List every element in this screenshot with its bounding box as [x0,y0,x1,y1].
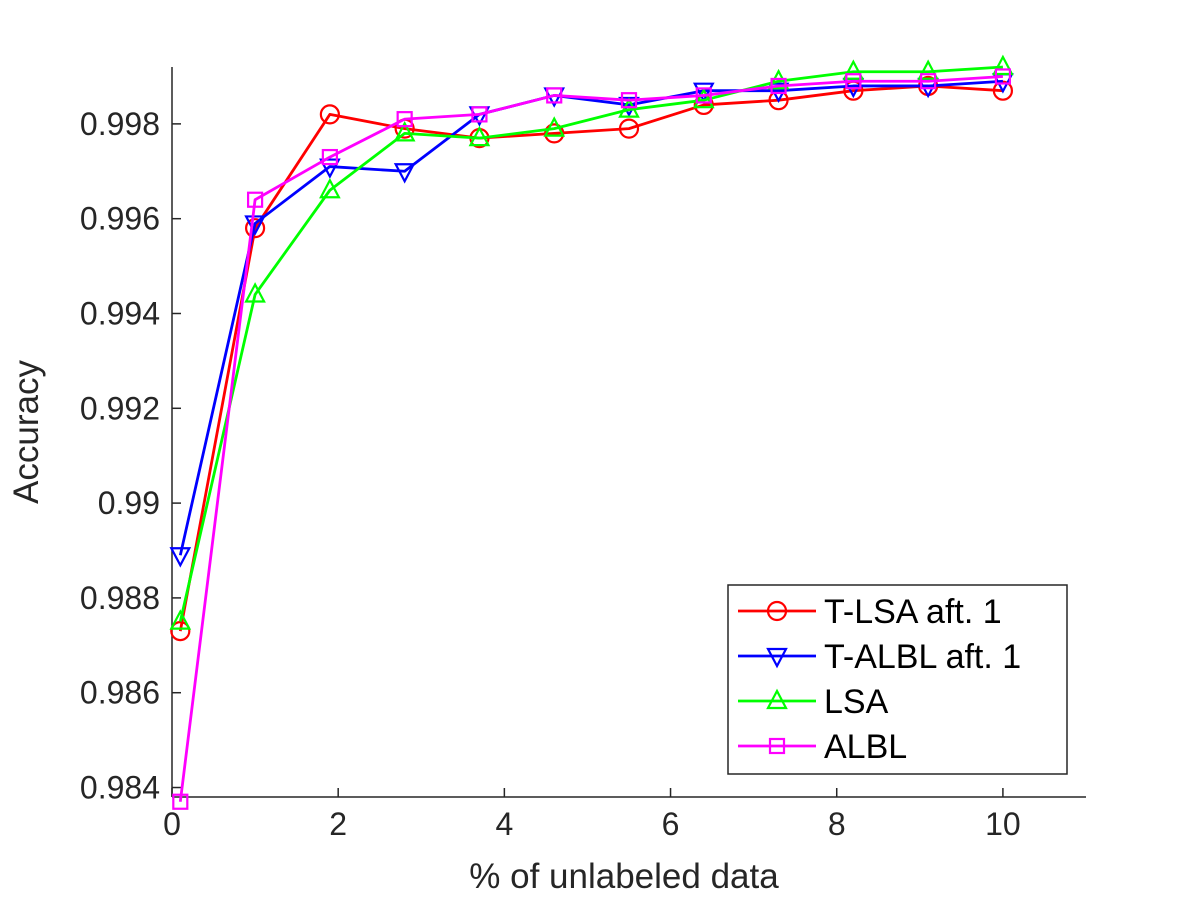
y-tick-label: 0.992 [80,390,160,426]
data-point [321,148,338,166]
series-2 [169,54,1014,630]
data-point [770,77,787,95]
legend-label: T-LSA aft. 1 [824,593,1002,631]
data-point [169,547,192,568]
data-point [917,59,939,80]
data-point [319,177,341,199]
legend-label: ALBL [824,728,907,766]
legend-swatch-marker [766,688,788,710]
legend-entry: T-LSA aft. 1 [738,593,1002,631]
data-point [920,73,937,90]
legend-label: T-ALBL aft. 1 [824,638,1021,676]
data-point [842,59,865,80]
x-axis-title: % of unlabeled data [469,857,779,896]
series-line [178,84,1003,632]
data-point [620,92,638,109]
data-point [246,191,264,208]
legend-swatch-marker [768,737,786,755]
y-tick-label: 0.994 [80,295,160,331]
legend-label: LSA [824,683,889,721]
data-point [992,54,1014,76]
data-point [471,106,488,123]
legend: T-LSA aft. 1 T-ALBL aft. 1 LSA ALBL [727,584,1068,775]
data-point [393,163,416,184]
series-line [178,79,1003,556]
legend-swatch-marker [766,600,788,622]
x-tick-label: 2 [329,806,347,842]
x-tick-label: 10 [985,806,1021,842]
series-3 [172,68,1012,810]
data-point [319,104,340,125]
legend-entry: T-ALBL aft. 1 [738,638,1021,676]
series-0 [170,75,1014,642]
y-tick-label: 0.99 [98,485,160,521]
data-point [169,609,192,630]
axes: 0 2 4 6 8 10 0.984 0.986 0.988 0.99 0.992 0.994 0.99… [7,67,1086,896]
plot-area [169,54,1014,810]
data-point [244,218,266,239]
data-point [692,87,715,109]
y-tick-label: 0.998 [80,106,160,142]
data-point [170,620,191,642]
data-point [244,282,266,303]
legend-entry: ALBL [738,728,907,766]
series-1 [169,73,1014,568]
series-line [178,75,1003,802]
x-tick-label: 6 [662,806,680,842]
data-point [994,68,1012,85]
data-point [468,125,491,147]
legend-swatch-marker [766,647,788,669]
y-tick-label: 0.984 [80,770,160,806]
y-axis-title: Accuracy [7,360,46,504]
data-point [393,121,416,142]
x-tick-label: 0 [163,806,181,842]
data-point [845,73,862,90]
x-tick-label: 8 [828,806,846,842]
y-tick-label: 0.996 [80,201,160,237]
data-point [172,793,189,810]
data-point [695,87,712,104]
series-line [178,65,1003,622]
data-point [396,111,413,128]
data-point [543,116,566,137]
data-point [618,118,640,139]
data-point [319,158,341,179]
y-tick-label: 0.988 [80,580,160,616]
y-tick-label: 0.986 [80,675,160,711]
data-point [692,82,715,104]
data-point [546,87,563,104]
legend-entry: LSA [738,683,889,721]
x-tick-label: 4 [495,806,513,842]
